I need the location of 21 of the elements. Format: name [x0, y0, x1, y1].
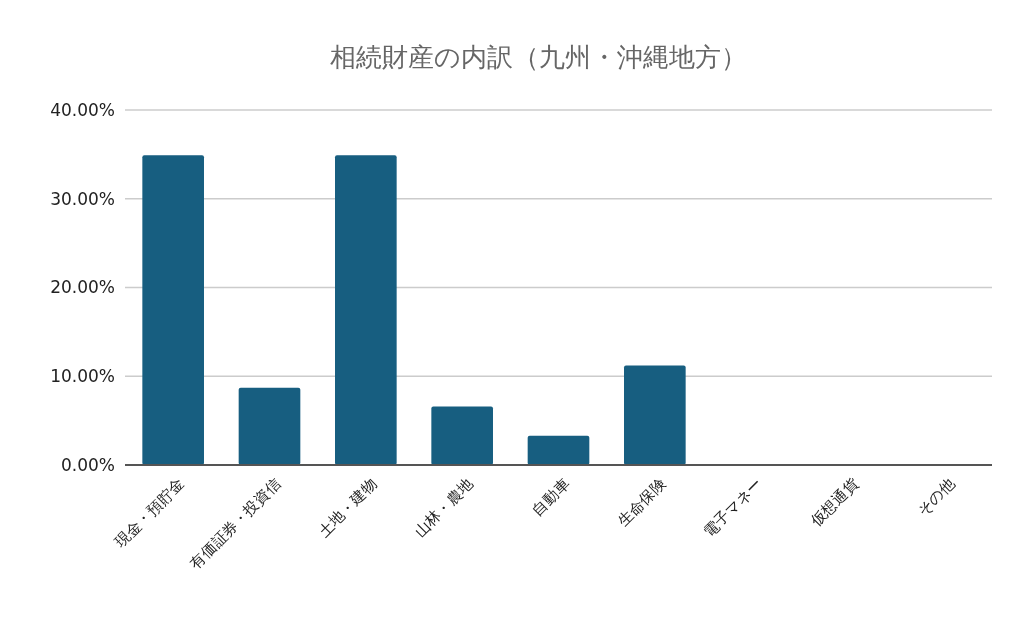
- chart-title: 相続財産の内訳（九州・沖縄地方）: [330, 42, 747, 72]
- x-tick-label: 有価証券・投資信: [186, 474, 285, 573]
- bar: [527, 435, 590, 465]
- x-tick-label: その他: [913, 474, 959, 520]
- y-tick-label: 0.00%: [60, 454, 115, 475]
- x-tick-label: 生命保険: [614, 474, 670, 530]
- bar: [431, 406, 493, 465]
- x-tick-label: 現金・預貯金: [111, 474, 188, 552]
- x-tick-label: 自動車: [528, 474, 574, 520]
- x-tick-label: 電子マネー: [699, 474, 766, 541]
- bar: [142, 155, 204, 465]
- y-tick-label: 20.00%: [50, 277, 115, 298]
- y-tick-label: 40.00%: [50, 99, 115, 120]
- bar: [335, 155, 397, 465]
- bar: [238, 387, 301, 465]
- x-tick-label: 土地・建物: [314, 474, 381, 541]
- x-tick-label: 仮想通貨: [806, 474, 863, 531]
- y-tick-label: 30.00%: [50, 188, 115, 209]
- x-tick-label: 山林・農地: [410, 474, 477, 541]
- y-tick-label: 10.00%: [50, 366, 115, 387]
- bar: [624, 365, 686, 465]
